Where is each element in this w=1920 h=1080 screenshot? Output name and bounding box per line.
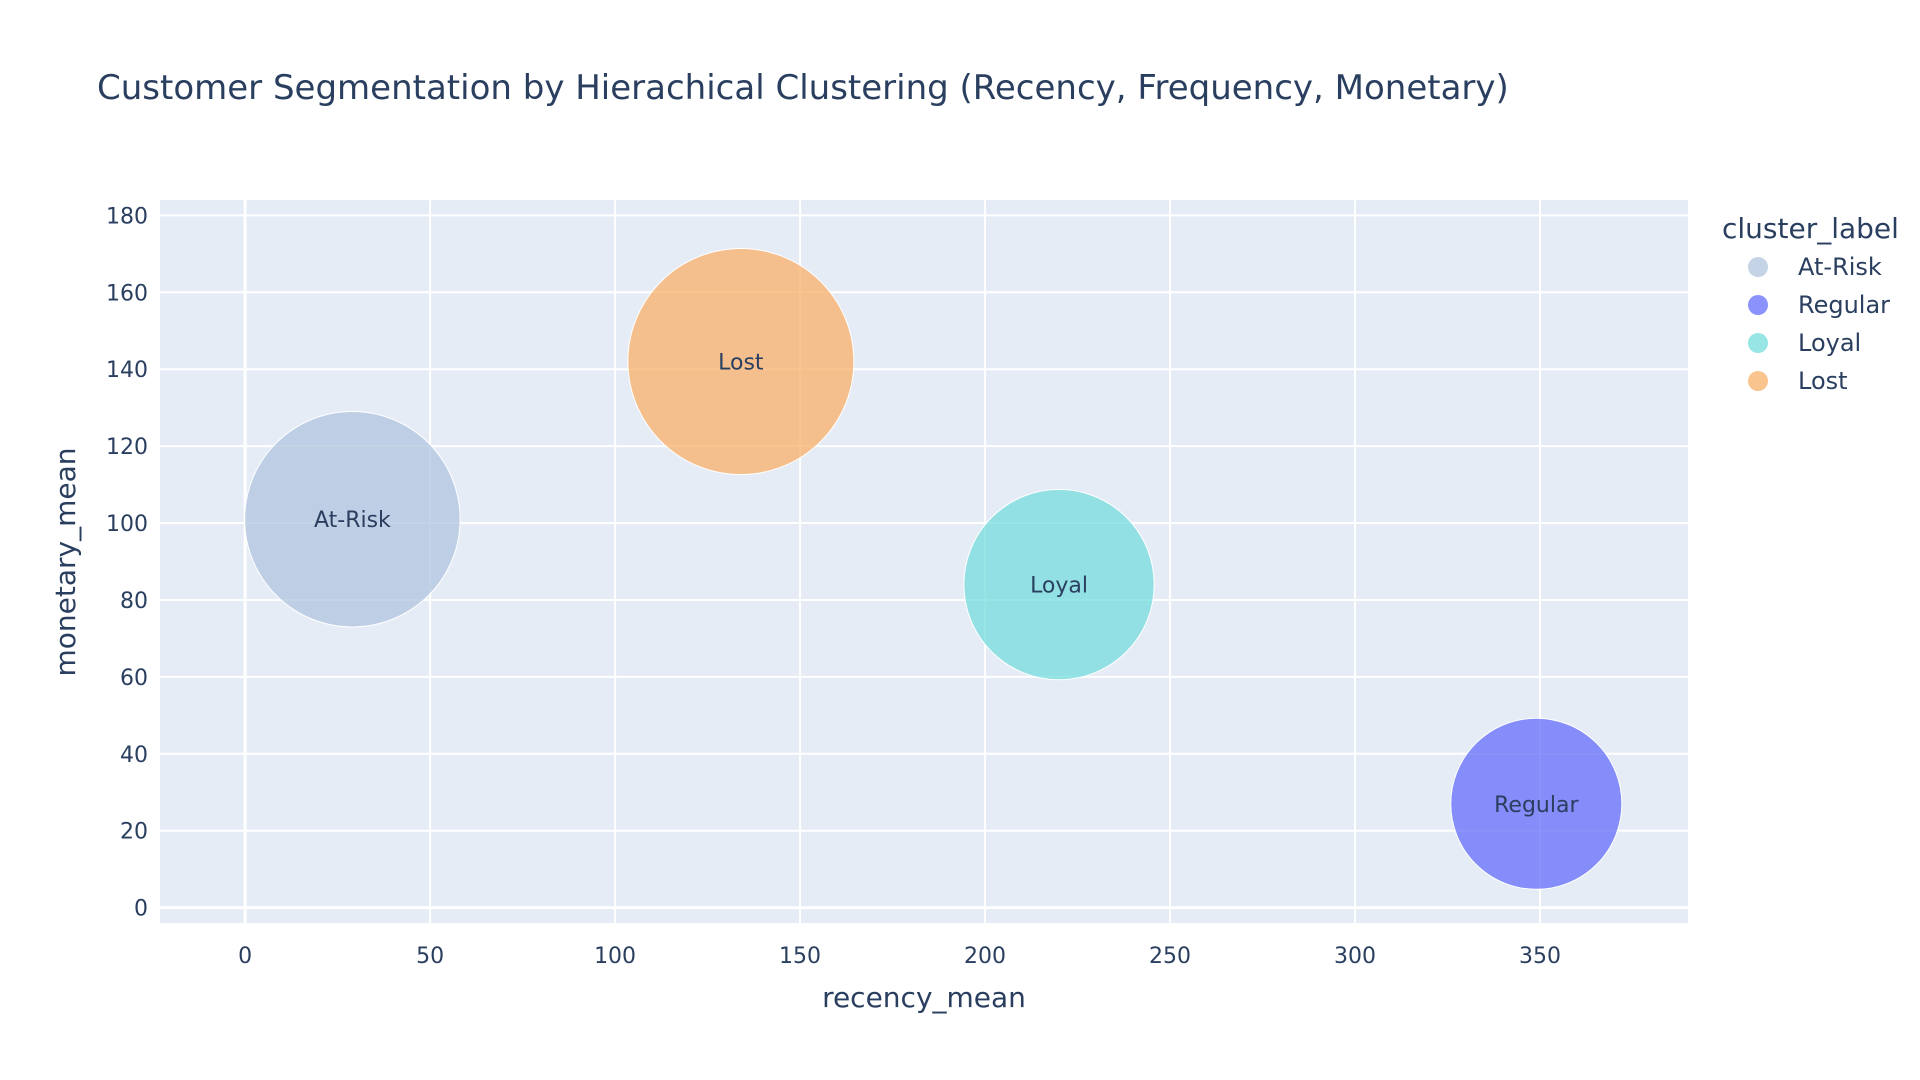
y-tick-label: 0 <box>134 897 148 922</box>
x-tick-label: 350 <box>1519 944 1561 969</box>
bubbles: At-Risk Regular Loyal Lost <box>244 248 1623 890</box>
legend-item-lost[interactable]: Lost <box>1748 367 1848 395</box>
legend-item-at-risk[interactable]: At-Risk <box>1748 253 1882 281</box>
y-tick-label: 60 <box>120 666 148 691</box>
y-tick-label: 20 <box>120 820 148 845</box>
x-tick-label: 150 <box>779 944 821 969</box>
bubble-lost <box>627 248 855 476</box>
legend-label: Regular <box>1798 291 1890 319</box>
legend-marker <box>1748 295 1768 315</box>
y-tick-label: 80 <box>120 589 148 614</box>
y-tick-label: 100 <box>106 512 148 537</box>
legend-item-loyal[interactable]: Loyal <box>1748 329 1861 357</box>
y-axis-title: monetary_mean <box>49 447 82 676</box>
legend-title: cluster_label <box>1722 212 1899 245</box>
legend-label: Lost <box>1798 367 1848 395</box>
bubble-loyal <box>963 488 1155 681</box>
bubble-at-risk <box>244 410 461 628</box>
legend-item-regular[interactable]: Regular <box>1748 291 1890 319</box>
x-tick-label: 250 <box>1149 944 1191 969</box>
x-tick-label: 0 <box>238 944 252 969</box>
legend: At-Risk Regular Loyal Lost <box>1748 253 1890 395</box>
y-tick-label: 40 <box>120 743 148 768</box>
chart-title: Customer Segmentation by Hierachical Clu… <box>97 68 1509 108</box>
x-axis-title: recency_mean <box>822 981 1026 1014</box>
axis-ticks: 0 50 100 150 200 250 300 350 0 20 40 60 80 100 120 140 1… <box>106 204 1561 969</box>
y-tick-label: 120 <box>106 435 148 460</box>
x-tick-label: 100 <box>594 944 636 969</box>
legend-marker <box>1748 257 1768 277</box>
x-tick-label: 200 <box>964 944 1006 969</box>
grid-lines <box>160 200 1688 923</box>
legend-marker <box>1748 333 1768 353</box>
x-tick-label: 300 <box>1334 944 1376 969</box>
bubble-regular <box>1450 717 1623 890</box>
legend-marker <box>1748 371 1768 391</box>
legend-label: At-Risk <box>1798 253 1882 281</box>
y-tick-label: 160 <box>106 281 148 306</box>
x-tick-label: 50 <box>416 944 444 969</box>
bubble-label: At-Risk <box>314 508 391 533</box>
bubble-label: Regular <box>1494 793 1579 818</box>
legend-label: Loyal <box>1798 329 1861 357</box>
y-tick-label: 180 <box>106 204 148 229</box>
y-tick-label: 140 <box>106 358 148 383</box>
bubble-label: Loyal <box>1030 574 1088 599</box>
bubble-label: Lost <box>718 351 764 376</box>
